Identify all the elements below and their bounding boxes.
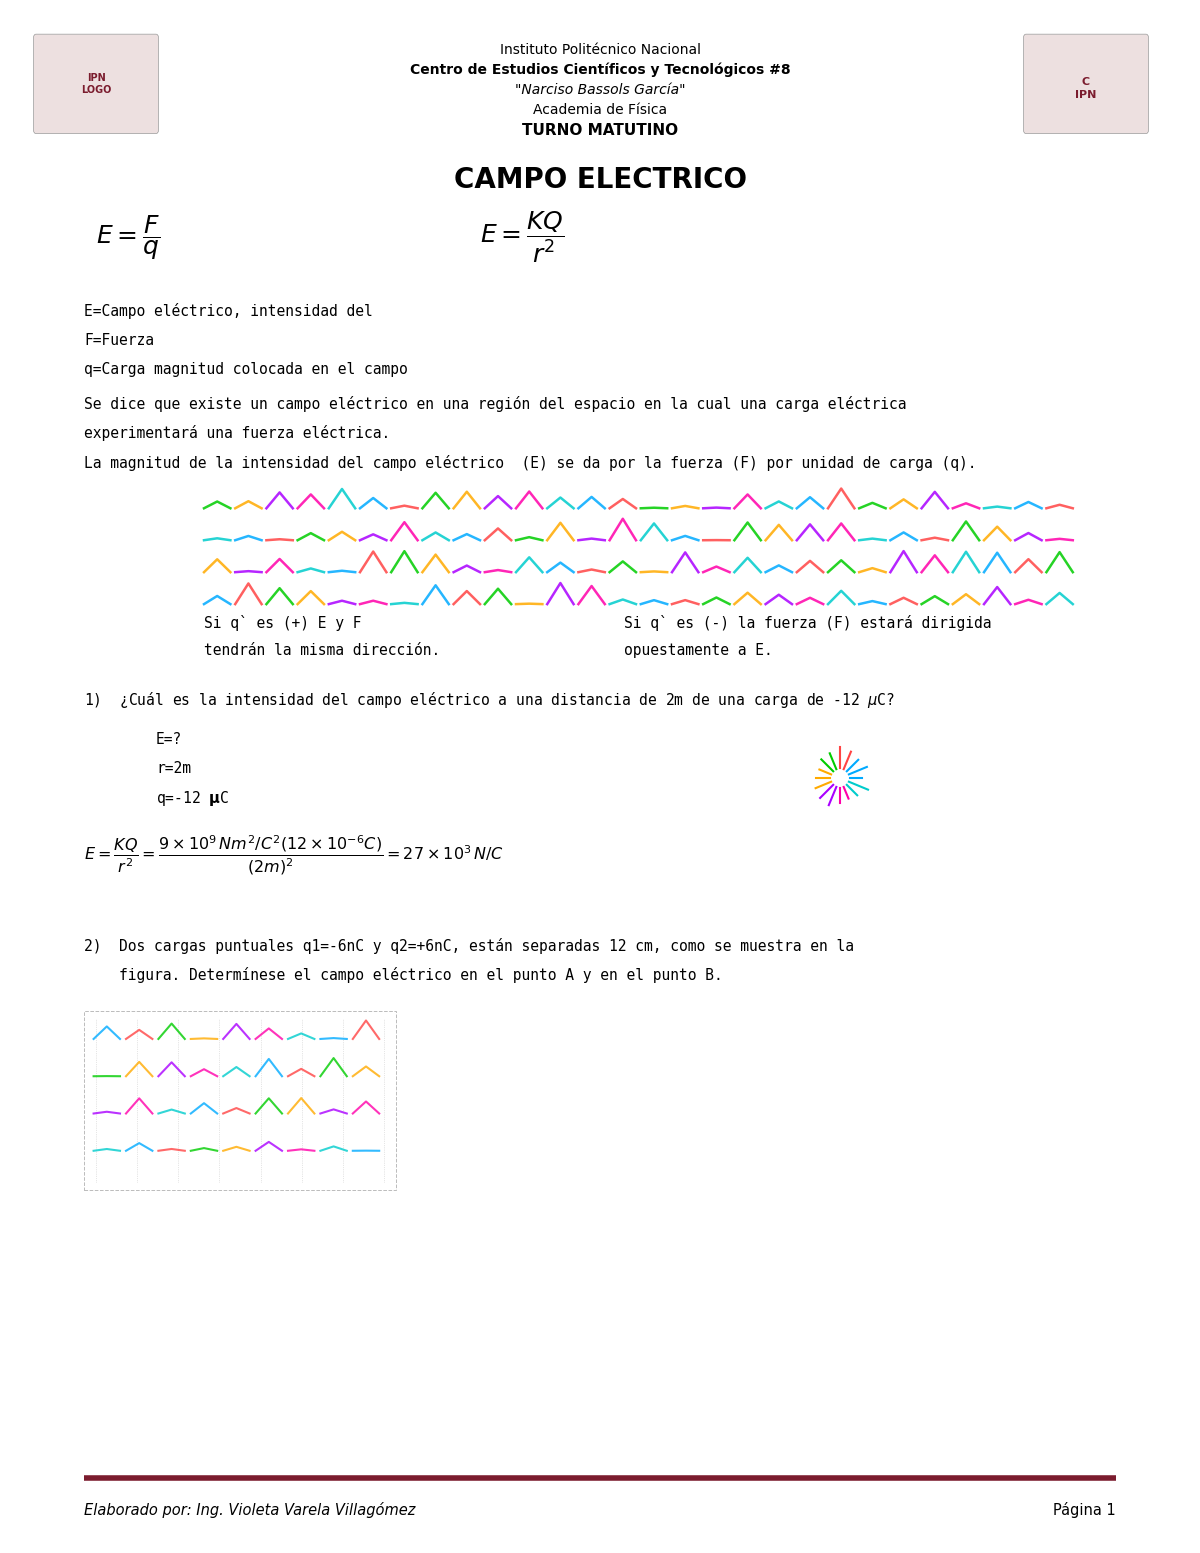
Text: IPN
LOGO: IPN LOGO — [80, 73, 112, 95]
Text: $E = \dfrac{KQ}{r^2} = \dfrac{9\times10^9\,Nm^2/C^2(12\times10^{-6}C)}{(2m)^2} =: $E = \dfrac{KQ}{r^2} = \dfrac{9\times10^… — [84, 834, 504, 877]
Text: q=-12 $\bf{\mu}$C: q=-12 $\bf{\mu}$C — [156, 789, 229, 808]
Text: Se dice que existe un campo eléctrico en una región del espacio en la cual una c: Se dice que existe un campo eléctrico en… — [84, 396, 906, 412]
Text: 2)  Dos cargas puntuales q1=-6nC y q2=+6nC, están separadas 12 cm, como se muest: 2) Dos cargas puntuales q1=-6nC y q2=+6n… — [84, 938, 854, 954]
Text: F=Fuerza: F=Fuerza — [84, 332, 154, 348]
Text: C
IPN: C IPN — [1075, 78, 1097, 99]
Text: E=Campo eléctrico, intensidad del: E=Campo eléctrico, intensidad del — [84, 303, 373, 318]
Text: r=2m: r=2m — [156, 761, 191, 776]
Text: Página 1: Página 1 — [1054, 1502, 1116, 1517]
Text: opuestamente a E.: opuestamente a E. — [624, 643, 773, 658]
Text: tendrán la misma dirección.: tendrán la misma dirección. — [204, 643, 440, 658]
Text: Academia de Física: Academia de Física — [533, 102, 667, 118]
FancyBboxPatch shape — [1024, 34, 1148, 134]
Text: Si q` es (+) E y F: Si q` es (+) E y F — [204, 615, 361, 631]
Text: Elaborado por: Ing. Violeta Varela Villagómez: Elaborado por: Ing. Violeta Varela Villa… — [84, 1502, 415, 1517]
FancyBboxPatch shape — [34, 34, 158, 134]
Text: experimentará una fuerza eléctrica.: experimentará una fuerza eléctrica. — [84, 426, 390, 441]
Text: Si q` es (-) la fuerza (F) estará dirigida: Si q` es (-) la fuerza (F) estará dirigi… — [624, 615, 991, 631]
Text: Centro de Estudios Científicos y Tecnológicos #8: Centro de Estudios Científicos y Tecnoló… — [409, 62, 791, 78]
Text: CAMPO ELECTRICO: CAMPO ELECTRICO — [454, 166, 746, 194]
Text: "Narciso Bassols García": "Narciso Bassols García" — [515, 82, 685, 98]
Text: $E = \dfrac{KQ}{r^2}$: $E = \dfrac{KQ}{r^2}$ — [480, 210, 564, 266]
Bar — [84, 1011, 396, 1190]
Text: q=Carga magnitud colocada en el campo: q=Carga magnitud colocada en el campo — [84, 362, 408, 377]
Text: $E = \dfrac{F}{q}$: $E = \dfrac{F}{q}$ — [96, 213, 161, 262]
Text: Instituto Politécnico Nacional: Instituto Politécnico Nacional — [499, 42, 701, 57]
Text: 1)  ¿Cuál es la intensidad del campo eléctrico a una distancia de 2m de una carg: 1) ¿Cuál es la intensidad del campo eléc… — [84, 691, 895, 710]
Text: E=?: E=? — [156, 731, 182, 747]
Text: TURNO MATUTINO: TURNO MATUTINO — [522, 123, 678, 138]
Text: La magnitud de la intensidad del campo eléctrico  (E) se da por la fuerza (F) po: La magnitud de la intensidad del campo e… — [84, 455, 977, 471]
Text: figura. Determínese el campo eléctrico en el punto A y en el punto B.: figura. Determínese el campo eléctrico e… — [84, 968, 722, 983]
